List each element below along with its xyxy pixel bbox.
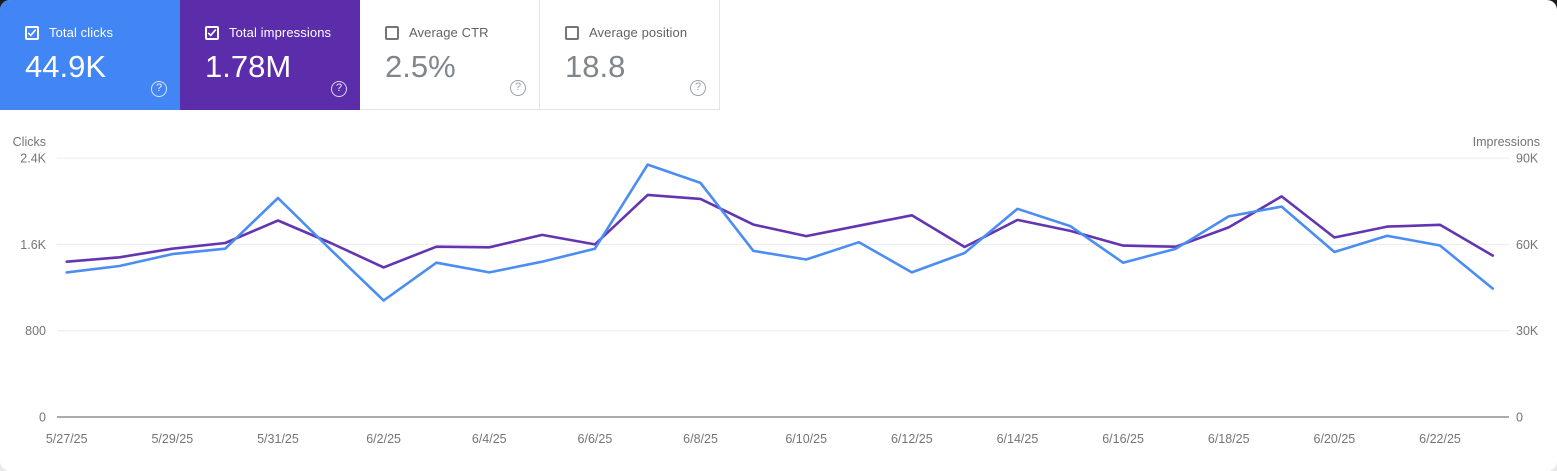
help-icon[interactable]: ? [151, 81, 167, 97]
x-axis-date-label: 6/8/25 [683, 432, 718, 446]
metric-value: 18.8 [565, 49, 626, 84]
right-axis-title: Impressions [1473, 135, 1540, 149]
metric-value: 1.78M [205, 49, 292, 84]
metric-value: 44.9K [25, 49, 107, 84]
x-axis-date-label: 6/18/25 [1208, 432, 1250, 446]
right-axis-tick: 0 [1516, 411, 1523, 425]
metric-card-total-clicks[interactable]: Total clicks 44.9K ? [0, 0, 180, 110]
left-axis-tick: 800 [25, 324, 46, 338]
checkbox-unchecked-icon[interactable] [385, 25, 399, 40]
metric-card-header: Average CTR [385, 25, 539, 40]
metric-label: Total clicks [49, 25, 114, 40]
help-icon[interactable]: ? [510, 80, 526, 96]
left-axis-tick: 2.4K [20, 152, 46, 166]
right-axis-tick: 30K [1516, 324, 1539, 338]
x-axis-date-label: 6/2/25 [366, 432, 401, 446]
metric-label: Average CTR [409, 25, 489, 40]
metric-card-header: Total clicks [25, 25, 180, 40]
metric-cards: Total clicks 44.9K ? Total impressions 1… [0, 0, 1557, 110]
x-axis-date-label: 6/16/25 [1102, 432, 1144, 446]
checkbox-unchecked-icon[interactable] [565, 25, 579, 40]
right-axis-tick: 60K [1516, 238, 1539, 252]
metric-label: Average position [589, 25, 688, 40]
metric-card-header: Average position [565, 25, 719, 40]
checkbox-checked-icon[interactable] [205, 25, 219, 40]
metric-card-average-ctr[interactable]: Average CTR 2.5% ? [360, 0, 540, 110]
series-line-clicks [65, 163, 1495, 302]
metric-label: Total impressions [229, 25, 332, 40]
x-axis-date-label: 6/22/25 [1419, 432, 1461, 446]
series-line-impressions [65, 193, 1495, 269]
metric-value: 2.5% [385, 49, 456, 84]
metric-card-header: Total impressions [205, 25, 360, 40]
metric-card-total-impressions[interactable]: Total impressions 1.78M ? [180, 0, 360, 110]
x-axis-date-label: 6/10/25 [785, 432, 827, 446]
x-axis-date-label: 5/29/25 [151, 432, 193, 446]
x-axis-date-label: 6/6/25 [578, 432, 613, 446]
metric-card-average-position[interactable]: Average position 18.8 ? [540, 0, 720, 110]
x-axis-date-label: 6/20/25 [1314, 432, 1356, 446]
checkbox-checked-icon[interactable] [25, 25, 39, 40]
help-icon[interactable]: ? [331, 81, 347, 97]
right-axis-tick: 90K [1516, 152, 1539, 166]
performance-line-chart[interactable]: Clicks Impressions2.4K1.6K800090K60K30K05… [0, 125, 1557, 471]
help-icon[interactable]: ? [690, 80, 706, 96]
x-axis-date-label: 6/12/25 [891, 432, 933, 446]
left-axis-tick: 0 [39, 411, 46, 425]
x-axis-date-label: 5/27/25 [46, 432, 88, 446]
left-axis-title: Clicks [13, 135, 46, 149]
check-icon [27, 29, 37, 37]
left-axis-tick: 1.6K [20, 238, 46, 252]
check-icon [207, 29, 217, 37]
x-axis-date-label: 6/14/25 [997, 432, 1039, 446]
x-axis-date-label: 5/31/25 [257, 432, 299, 446]
x-axis-date-label: 6/4/25 [472, 432, 507, 446]
